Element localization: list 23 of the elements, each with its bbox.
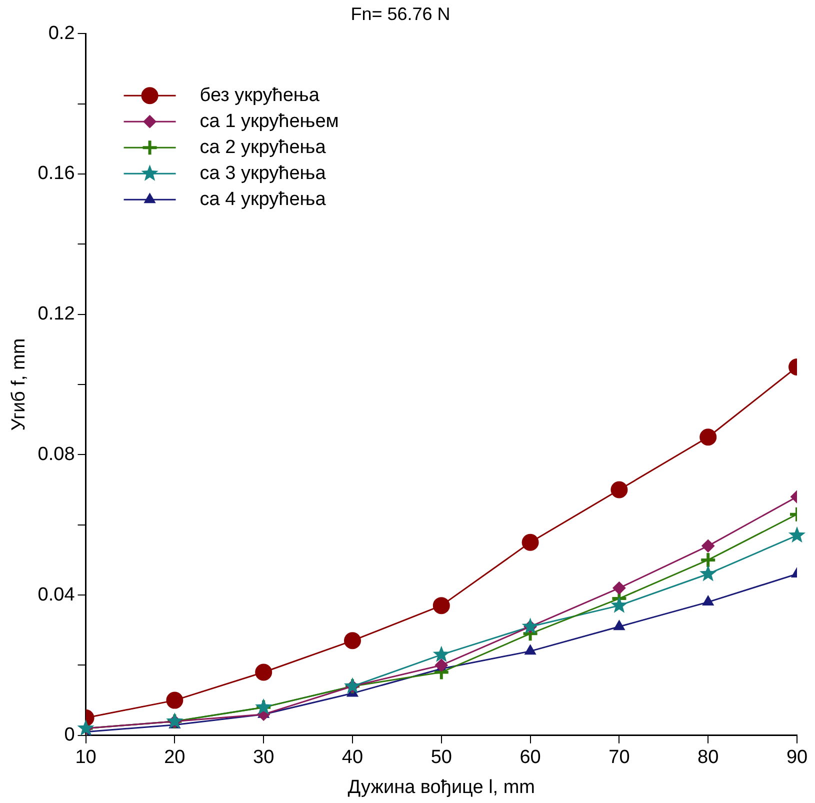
x-tick-label: 70: [608, 747, 630, 768]
x-tick-label: 50: [430, 747, 452, 768]
legend-label: са 1 укрућењем: [200, 110, 339, 132]
legend-label: без укрућења: [200, 84, 320, 106]
x-tick-label: 10: [75, 747, 96, 768]
chart-title: Fn= 56.76 N: [350, 4, 450, 24]
x-axis-title: Дужина вођице l, mm: [348, 776, 536, 798]
y-tick-label: 0.2: [48, 22, 75, 44]
x-tick-label: 40: [342, 747, 364, 768]
x-tick-label: 20: [164, 747, 186, 768]
x-tick-label: 30: [253, 747, 274, 768]
y-tick-label: 0.08: [38, 444, 75, 465]
y-tick-label: 0.04: [38, 584, 76, 606]
y-tick-label: 0.12: [38, 304, 75, 325]
legend-label: са 2 укрућења: [200, 136, 326, 158]
y-tick-label: 0.16: [38, 163, 75, 184]
x-tick-label: 80: [698, 747, 719, 768]
legend-label: са 3 укрућења: [200, 162, 326, 184]
y-tick-label: 0: [64, 724, 75, 746]
legend-label: са 4 укрућења: [200, 188, 326, 210]
x-tick-label: 60: [520, 747, 541, 768]
y-axis-title: Угиб f, mm: [8, 338, 30, 431]
x-tick-label: 90: [786, 747, 808, 768]
